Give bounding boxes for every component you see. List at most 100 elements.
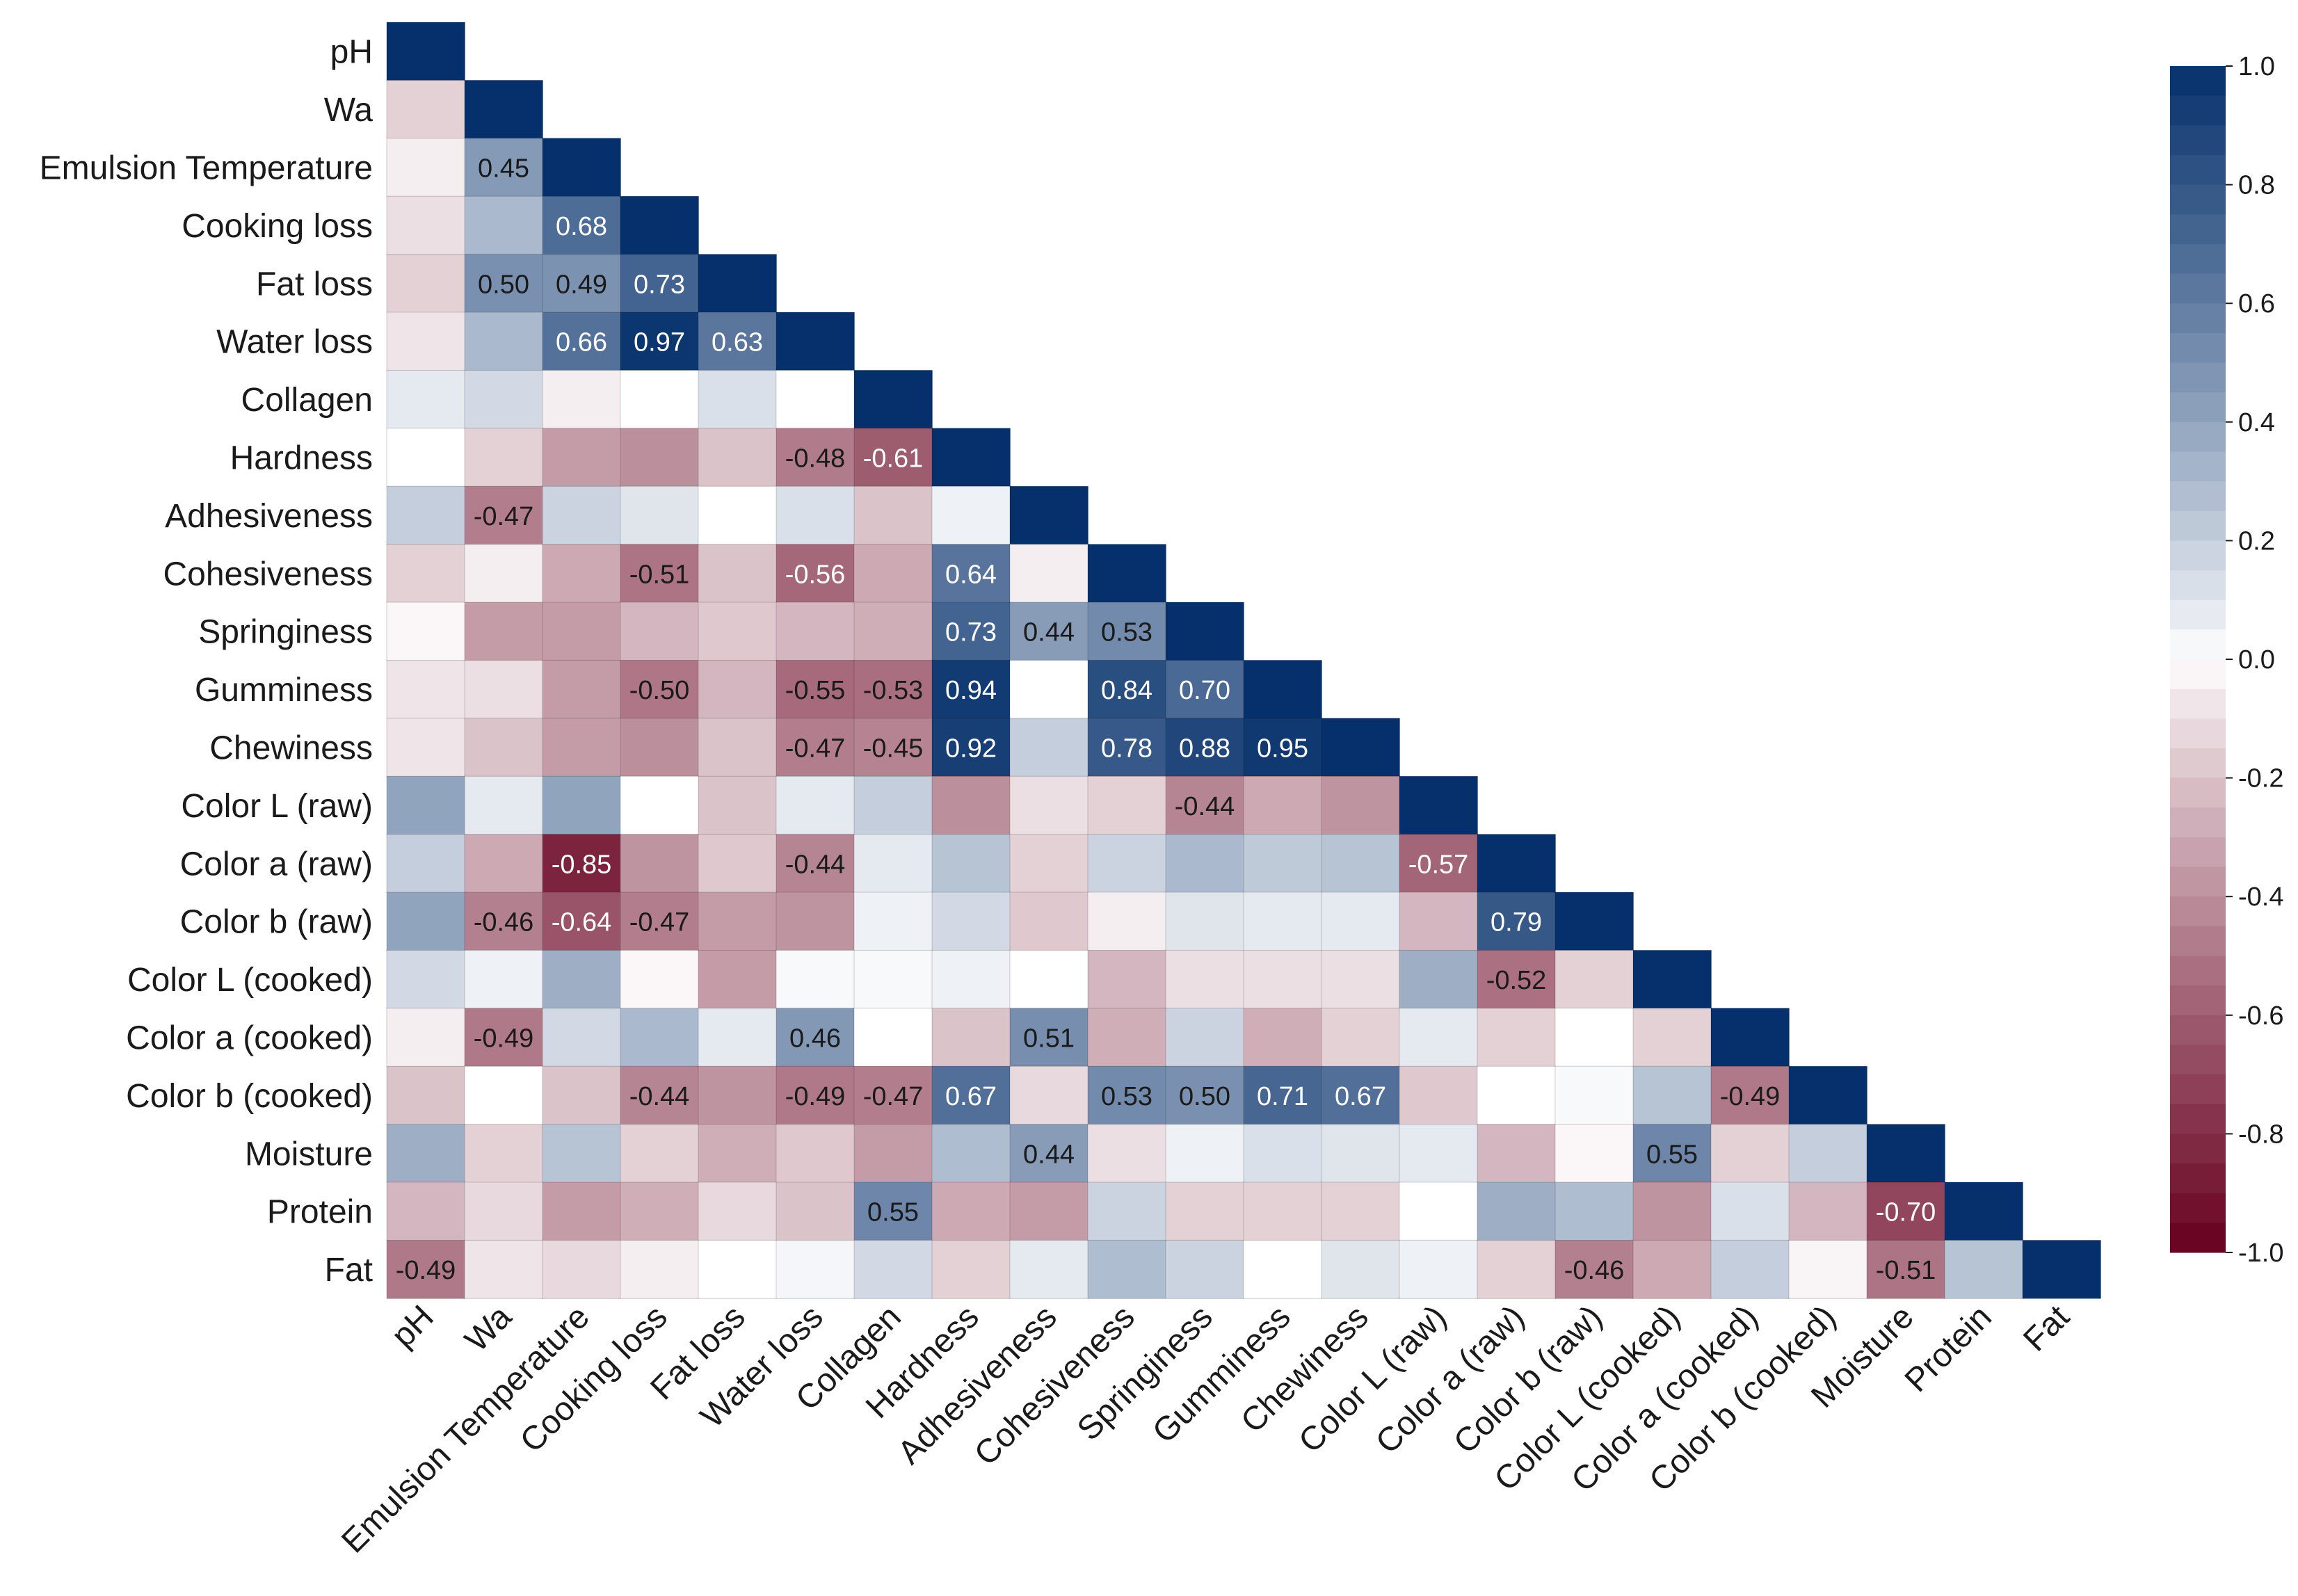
heatmap-cell bbox=[1321, 834, 1400, 893]
heatmap-cell bbox=[776, 369, 855, 429]
heatmap-cell bbox=[1165, 892, 1244, 951]
heatmap-cell bbox=[1321, 1065, 1400, 1125]
heatmap-cell bbox=[853, 369, 933, 429]
heatmap-cell bbox=[386, 138, 465, 198]
heatmap-cell bbox=[1399, 834, 1478, 893]
heatmap-cell bbox=[931, 1008, 1011, 1067]
heatmap-cell bbox=[464, 1239, 543, 1299]
heatmap-cell bbox=[620, 1008, 699, 1067]
cell-value-label: 0.84 bbox=[1101, 676, 1152, 705]
heatmap-cell bbox=[1009, 1182, 1088, 1241]
colorbar-band bbox=[2170, 481, 2226, 512]
heatmap-cell bbox=[1087, 949, 1166, 1009]
heatmap-cell bbox=[464, 892, 543, 951]
heatmap-cell bbox=[698, 1008, 777, 1067]
heatmap-cell bbox=[464, 138, 543, 198]
colorbar-band bbox=[2170, 1134, 2226, 1164]
colorbar-band bbox=[2170, 956, 2226, 986]
heatmap-cell bbox=[1399, 775, 1478, 835]
colorbar-band bbox=[2170, 1104, 2226, 1134]
heatmap-cell bbox=[464, 834, 543, 893]
cell-value-label: -0.46 bbox=[1564, 1256, 1625, 1285]
heatmap-cell bbox=[620, 369, 699, 429]
heatmap-cell bbox=[1165, 1239, 1244, 1299]
cell-value-label: 0.44 bbox=[1023, 1140, 1075, 1169]
heatmap-cell bbox=[542, 1239, 621, 1299]
cell-value-label: -0.50 bbox=[629, 676, 690, 705]
cell-value-label: -0.64 bbox=[552, 908, 612, 937]
cell-value-label: 0.67 bbox=[1335, 1082, 1386, 1111]
heatmap-cell bbox=[464, 1182, 543, 1241]
heatmap-cell bbox=[1087, 544, 1166, 603]
colorbar-band bbox=[2170, 1193, 2226, 1223]
y-tick-label: Adhesiveness bbox=[165, 498, 373, 535]
heatmap-cell bbox=[386, 949, 465, 1009]
heatmap-cell bbox=[776, 949, 855, 1009]
y-tick-label: Fat bbox=[325, 1252, 373, 1289]
heatmap-cell bbox=[931, 659, 1011, 719]
heatmap-cell bbox=[853, 718, 933, 777]
heatmap-cell bbox=[542, 834, 621, 893]
heatmap-cell bbox=[776, 892, 855, 951]
heatmap-cell bbox=[1009, 1239, 1088, 1299]
colorbar-band bbox=[2170, 540, 2226, 571]
heatmap-cell bbox=[464, 195, 543, 255]
colorbar-tick-label: 0.0 bbox=[2238, 645, 2275, 675]
colorbar-band bbox=[2170, 510, 2226, 541]
y-tick-label: Color b (raw) bbox=[180, 904, 373, 941]
heatmap-cell bbox=[698, 602, 777, 661]
colorbar-ticks: 1.0 0.8 0.6 0.4 0.2 0.0 -0.2 -0.4 -0.6 -0.8 -1.0 bbox=[2170, 52, 2283, 1268]
heatmap-cell bbox=[1399, 892, 1478, 951]
x-tick-label: Wa bbox=[458, 1298, 519, 1359]
heatmap-cell bbox=[698, 369, 777, 429]
heatmap-cell bbox=[386, 312, 465, 371]
heatmap-cell bbox=[776, 602, 855, 661]
colorbar-band bbox=[2170, 421, 2226, 452]
heatmap-cell bbox=[853, 892, 933, 951]
heatmap-cell bbox=[386, 428, 465, 487]
cell-value-label: -0.56 bbox=[785, 560, 846, 589]
colorbar-band bbox=[2170, 362, 2226, 393]
heatmap-cell bbox=[1477, 1182, 1556, 1241]
heatmap-cell bbox=[1554, 892, 1634, 951]
heatmap-cell bbox=[1243, 834, 1322, 893]
heatmap-cell bbox=[1009, 775, 1088, 835]
heatmap-cell bbox=[1087, 1239, 1166, 1299]
heatmap-cell bbox=[853, 1182, 933, 1241]
heatmap-cell bbox=[1087, 892, 1166, 951]
heatmap-cell bbox=[620, 1124, 699, 1183]
heatmap-cell bbox=[776, 312, 855, 371]
cell-value-label: -0.47 bbox=[785, 734, 846, 764]
heatmap-cell bbox=[620, 312, 699, 371]
heatmap-cells bbox=[386, 22, 2101, 1299]
heatmap-cell bbox=[776, 775, 855, 835]
cell-value-label: 0.70 bbox=[1179, 676, 1230, 705]
heatmap-cell bbox=[1009, 1124, 1088, 1183]
cell-value-label: -0.44 bbox=[1175, 792, 1235, 821]
heatmap-cell bbox=[620, 195, 699, 255]
colorbar-band bbox=[2170, 243, 2226, 275]
heatmap-cell bbox=[1554, 1008, 1634, 1067]
heatmap-cell bbox=[698, 834, 777, 893]
heatmap-cell bbox=[931, 892, 1011, 951]
heatmap-cell bbox=[931, 775, 1011, 835]
heatmap-cell bbox=[1710, 1182, 1790, 1241]
heatmap-cell bbox=[1554, 949, 1634, 1009]
heatmap-cell bbox=[1165, 718, 1244, 777]
cell-value-label: 0.53 bbox=[1101, 1082, 1152, 1111]
cell-value-label: -0.49 bbox=[396, 1256, 456, 1285]
heatmap-cell bbox=[464, 659, 543, 719]
cell-value-label: 0.78 bbox=[1101, 734, 1152, 764]
heatmap-cell bbox=[1087, 1065, 1166, 1125]
cell-value-label: -0.49 bbox=[1720, 1082, 1781, 1111]
heatmap-cell bbox=[542, 369, 621, 429]
heatmap-cell bbox=[386, 1239, 465, 1299]
heatmap-cell bbox=[386, 834, 465, 893]
heatmap-cell bbox=[1009, 1065, 1088, 1125]
heatmap-cell bbox=[776, 485, 855, 545]
heatmap-cell bbox=[1632, 1124, 1712, 1183]
heatmap-cell bbox=[1554, 1182, 1634, 1241]
heatmap-cell bbox=[1477, 834, 1556, 893]
y-tick-label: pH bbox=[330, 34, 373, 71]
cell-value-label: 0.95 bbox=[1257, 734, 1308, 764]
